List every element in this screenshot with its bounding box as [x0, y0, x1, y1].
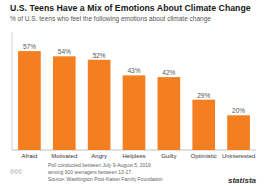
- data-label: 54%: [58, 48, 71, 55]
- logo-text: statista: [228, 176, 257, 185]
- chart-container: U.S. Teens Have a Mix of Emotions About …: [0, 0, 266, 189]
- x-tick-label: Helpless: [122, 153, 145, 159]
- x-tick-label: Afraid: [22, 153, 38, 159]
- data-label: 52%: [93, 52, 106, 59]
- bars: [18, 51, 250, 150]
- title: U.S. Teens Have a Mix of Emotions About …: [10, 3, 251, 13]
- data-label: 43%: [127, 67, 140, 74]
- bar: [123, 75, 146, 150]
- footer-text: among 920 teenagers between 13-17.: [48, 169, 133, 175]
- data-label: 57%: [23, 43, 36, 50]
- x-tick-label: Motivated: [51, 153, 77, 159]
- chart: U.S. Teens Have a Mix of Emotions About …: [0, 0, 266, 189]
- bar: [192, 100, 215, 150]
- x-tick-label: Uninterested: [222, 153, 255, 159]
- bar: [158, 77, 181, 150]
- x-tick-label: Optimistic: [191, 153, 217, 159]
- bar: [18, 51, 41, 150]
- bar: [88, 60, 111, 150]
- data-label: 20%: [232, 107, 245, 114]
- bar: [227, 115, 250, 150]
- bar: [53, 56, 76, 150]
- data-label: 29%: [197, 92, 210, 99]
- data-labels: 57% 54% 52% 43% 42% 29% 20%: [23, 43, 245, 114]
- footer-text: Poll conducted between July 9-August 5, …: [48, 162, 151, 168]
- x-tick-label: Guilty: [161, 153, 176, 159]
- y-axis-line: [12, 32, 13, 150]
- social-icons: ©©©: [10, 169, 22, 175]
- footer-text: Source: Washington Post-Kaiser Family Fo…: [48, 176, 163, 182]
- subtitle: % of U.S. teens who feel the following e…: [10, 15, 211, 23]
- x-tick-labels: Afraid Motivated Angry Helpless Guilty Optimi…: [22, 153, 256, 159]
- data-label: 42%: [162, 69, 175, 76]
- x-tick-label: Angry: [91, 153, 107, 159]
